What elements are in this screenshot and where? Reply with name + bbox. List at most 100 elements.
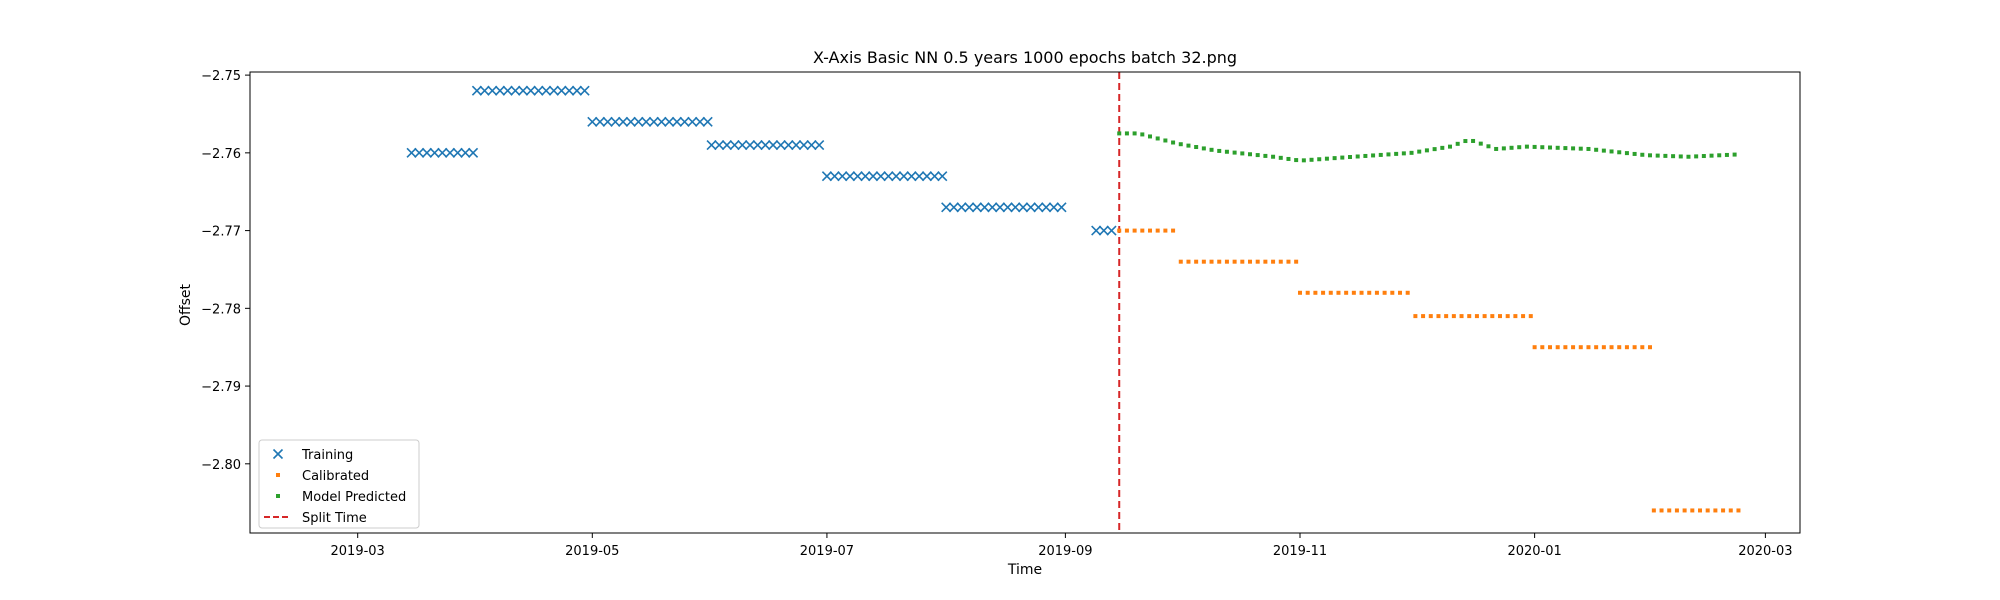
model-predicted-point <box>1140 132 1145 137</box>
model-predicted-point <box>1694 154 1699 159</box>
model-predicted-point <box>1401 151 1406 156</box>
model-predicted-point <box>1532 144 1537 149</box>
training-point <box>1091 225 1102 236</box>
training-point <box>518 85 529 96</box>
training-point-stroke <box>518 85 529 96</box>
legend-swatch <box>276 473 280 477</box>
training-point <box>875 171 886 182</box>
model-predicted-point <box>1648 153 1652 158</box>
model-predicted-point <box>1509 145 1514 150</box>
training-point-stroke <box>829 171 840 182</box>
training-point-stroke <box>648 116 659 127</box>
calibrated-point <box>1321 290 1326 295</box>
training-point <box>994 202 1006 213</box>
calibrated-point <box>1224 259 1229 264</box>
model-predicted-point <box>1240 151 1245 156</box>
training-point-stroke <box>702 116 713 127</box>
training-point-stroke <box>437 147 448 158</box>
calibrated-point <box>1186 259 1191 264</box>
calibrated-point <box>1540 345 1545 350</box>
training-point <box>752 140 763 151</box>
calibrated-point <box>1194 259 1199 264</box>
model-predicted-point <box>1163 138 1168 143</box>
calibrated-point <box>1313 290 1318 295</box>
training-point <box>714 140 725 151</box>
training-point-stroke <box>510 85 521 96</box>
model-predicted-point <box>1432 147 1437 152</box>
training-point-stroke <box>610 116 621 127</box>
training-point <box>775 140 786 151</box>
model-predicted-point <box>1594 147 1599 152</box>
calibrated-point <box>1294 259 1299 264</box>
training-point-stroke <box>602 116 613 127</box>
training-point-stroke <box>791 140 802 151</box>
model-predicted-point <box>1732 152 1737 157</box>
training-point-stroke <box>694 116 706 127</box>
training-point <box>852 171 863 182</box>
calibrated-point <box>1690 508 1695 513</box>
calibrated-point <box>1240 259 1245 264</box>
model-predicted-point <box>1271 154 1276 159</box>
model-predicted-point <box>1278 155 1283 160</box>
calibrated-point <box>1148 228 1152 233</box>
calibrated-point <box>1124 228 1129 233</box>
training-point <box>987 202 998 213</box>
calibrated-point <box>1344 290 1349 295</box>
training-point <box>510 85 521 96</box>
chart-title: X-Axis Basic NN 0.5 years 1000 epochs ba… <box>813 48 1237 67</box>
training-point-stroke <box>487 85 498 96</box>
training-point-stroke <box>941 202 952 213</box>
model-predicted-point <box>1348 155 1352 160</box>
training-point <box>964 202 975 213</box>
training-point-stroke <box>844 171 856 182</box>
model-predicted-point <box>1217 148 1222 153</box>
training-point-stroke <box>1041 202 1052 213</box>
model-predicted-point <box>1686 154 1691 159</box>
calibrated-point <box>1682 508 1687 513</box>
model-predicted-point <box>1640 152 1645 157</box>
calibrated-point <box>1201 259 1206 264</box>
training-point-stroke <box>594 116 606 127</box>
training-point-stroke <box>1033 202 1044 213</box>
calibrated-point <box>1436 314 1441 319</box>
training-point <box>956 202 967 213</box>
training-point-stroke <box>421 147 432 158</box>
model-predicted-point <box>1540 145 1545 150</box>
training-point-stroke <box>1048 202 1059 213</box>
x-tick-label: 2020-03 <box>1738 544 1792 559</box>
calibrated-point <box>1405 290 1410 295</box>
training-point-stroke <box>860 171 871 182</box>
model-predicted-point <box>1209 147 1214 152</box>
calibrated-point <box>1217 259 1222 264</box>
legend-box <box>258 439 420 529</box>
training-point <box>671 116 682 127</box>
model-predicted-point <box>1224 149 1229 154</box>
training-point <box>664 116 675 127</box>
training-point-stroke <box>1010 202 1021 213</box>
model-predicted-point <box>1578 146 1583 151</box>
legend-label: Model Predicted <box>302 490 406 505</box>
y-tick-label: −2.75 <box>201 69 241 84</box>
calibrated-point <box>1632 345 1637 350</box>
training-point-stroke <box>837 171 848 182</box>
training-point-stroke <box>618 116 629 127</box>
calibrated-point <box>1490 314 1495 319</box>
training-point-stroke <box>479 85 490 96</box>
calibrated-point <box>1698 508 1702 513</box>
training-point-stroke <box>979 202 990 213</box>
training-point-stroke <box>564 85 575 96</box>
training-point-stroke <box>571 85 582 96</box>
training-point <box>564 85 575 96</box>
calibrated-point <box>1521 314 1526 319</box>
model-predicted-point <box>1332 156 1337 161</box>
training-point <box>602 116 613 127</box>
calibrated-point <box>1586 345 1591 350</box>
training-point <box>502 85 513 96</box>
calibrated-point <box>1286 259 1291 264</box>
training-point <box>452 147 463 158</box>
calibrated-point <box>1498 314 1502 319</box>
calibrated-point <box>1171 228 1176 233</box>
calibrated-point <box>1278 259 1283 264</box>
